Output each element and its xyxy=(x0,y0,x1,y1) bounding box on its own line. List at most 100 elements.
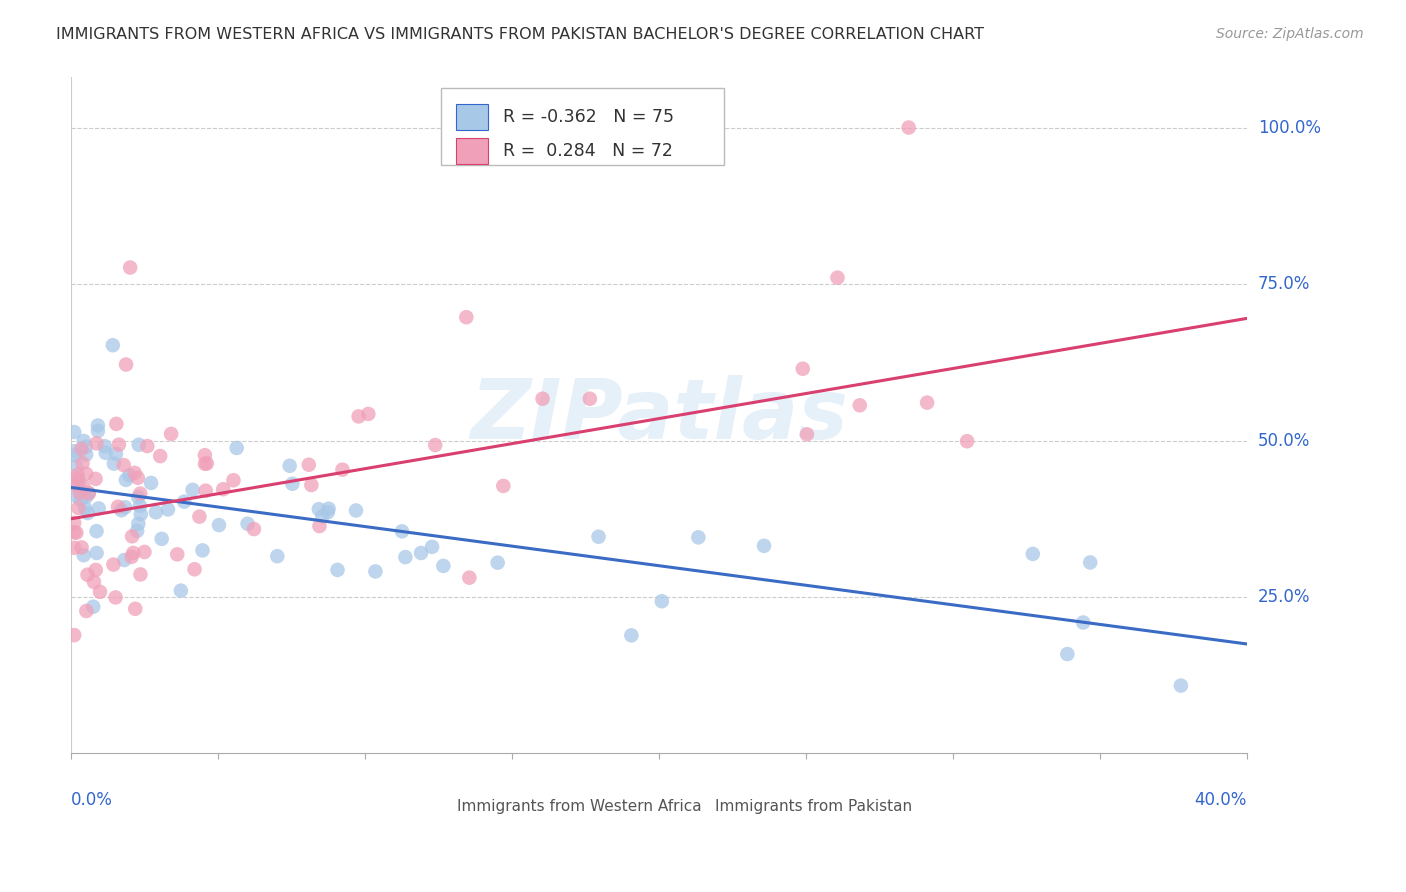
Point xyxy=(63,525,86,540)
Point xyxy=(66,467,89,482)
Point xyxy=(195,457,218,471)
Point xyxy=(105,417,128,431)
Point xyxy=(1170,679,1192,693)
Point xyxy=(897,120,920,135)
Point xyxy=(308,519,330,533)
Point xyxy=(160,426,183,441)
Point xyxy=(1022,547,1045,561)
Point xyxy=(394,550,416,565)
Point xyxy=(124,466,146,480)
Point xyxy=(278,458,301,473)
Point xyxy=(796,427,818,442)
Y-axis label: Bachelor's Degree: Bachelor's Degree xyxy=(0,339,8,491)
Point xyxy=(139,475,162,490)
Point xyxy=(112,553,135,567)
Point xyxy=(67,474,90,488)
Point xyxy=(308,502,330,516)
Point xyxy=(127,490,149,504)
Point xyxy=(127,524,149,538)
Bar xyxy=(682,796,709,816)
Text: 75.0%: 75.0% xyxy=(1258,275,1310,293)
Point xyxy=(124,602,146,616)
Text: R =  0.284   N = 72: R = 0.284 N = 72 xyxy=(502,143,672,161)
Point xyxy=(136,439,159,453)
Point xyxy=(298,458,321,472)
Point xyxy=(66,478,89,492)
Text: Immigrants from Western Africa: Immigrants from Western Africa xyxy=(457,798,702,814)
Point xyxy=(425,438,447,452)
Point xyxy=(266,549,288,564)
Point xyxy=(66,472,89,486)
Point xyxy=(127,516,149,531)
Point xyxy=(432,558,454,573)
Point xyxy=(166,547,188,561)
Text: 40.0%: 40.0% xyxy=(1194,790,1247,809)
Point xyxy=(318,501,340,516)
Point xyxy=(72,479,94,493)
Point xyxy=(752,539,775,553)
Point xyxy=(849,398,872,412)
Point xyxy=(76,567,98,582)
Point xyxy=(127,471,149,485)
Point xyxy=(73,500,96,515)
Point xyxy=(145,505,167,519)
Point xyxy=(94,439,117,453)
Point xyxy=(84,472,107,486)
Point xyxy=(344,503,367,517)
Point xyxy=(492,479,515,493)
Point xyxy=(409,546,432,560)
Point xyxy=(316,505,339,519)
Point xyxy=(73,434,96,448)
Point xyxy=(134,545,156,559)
Point xyxy=(86,546,108,560)
Point xyxy=(122,546,145,560)
Point xyxy=(73,548,96,562)
Point xyxy=(110,503,132,517)
Point xyxy=(72,456,94,470)
Point xyxy=(364,565,387,579)
Point xyxy=(63,444,86,458)
Text: 100.0%: 100.0% xyxy=(1258,119,1320,136)
Bar xyxy=(423,796,450,816)
FancyBboxPatch shape xyxy=(441,87,724,165)
Point xyxy=(120,260,142,275)
Point xyxy=(456,310,478,325)
Point xyxy=(688,530,710,544)
Point xyxy=(103,558,125,572)
Point xyxy=(194,448,217,462)
Point xyxy=(104,447,127,461)
Point xyxy=(194,483,217,498)
Point xyxy=(112,458,135,472)
Point xyxy=(114,500,136,515)
Point xyxy=(65,459,87,474)
Point xyxy=(173,494,195,508)
Point xyxy=(72,484,94,499)
Point xyxy=(75,448,97,462)
Point xyxy=(150,532,173,546)
Point xyxy=(67,500,90,515)
Point xyxy=(212,482,235,496)
Point xyxy=(281,476,304,491)
Point xyxy=(1078,556,1101,570)
Point xyxy=(89,584,111,599)
Point xyxy=(183,562,205,576)
Point xyxy=(915,395,938,409)
Text: R = -0.362   N = 75: R = -0.362 N = 75 xyxy=(502,108,673,126)
Point xyxy=(243,522,266,536)
Point xyxy=(191,543,214,558)
Point xyxy=(63,448,86,462)
Point xyxy=(70,442,93,456)
Point xyxy=(75,467,97,481)
Text: IMMIGRANTS FROM WESTERN AFRICA VS IMMIGRANTS FROM PAKISTAN BACHELOR'S DEGREE COR: IMMIGRANTS FROM WESTERN AFRICA VS IMMIGR… xyxy=(56,27,984,42)
Point xyxy=(63,541,86,555)
Point xyxy=(170,583,193,598)
Text: ZIPatlas: ZIPatlas xyxy=(470,375,848,456)
Point xyxy=(129,486,152,500)
Point xyxy=(188,509,211,524)
Point xyxy=(75,440,97,454)
Point xyxy=(121,549,143,564)
Point xyxy=(65,525,87,540)
Point xyxy=(531,392,554,406)
Text: Source: ZipAtlas.com: Source: ZipAtlas.com xyxy=(1216,27,1364,41)
Text: 0.0%: 0.0% xyxy=(72,790,112,809)
